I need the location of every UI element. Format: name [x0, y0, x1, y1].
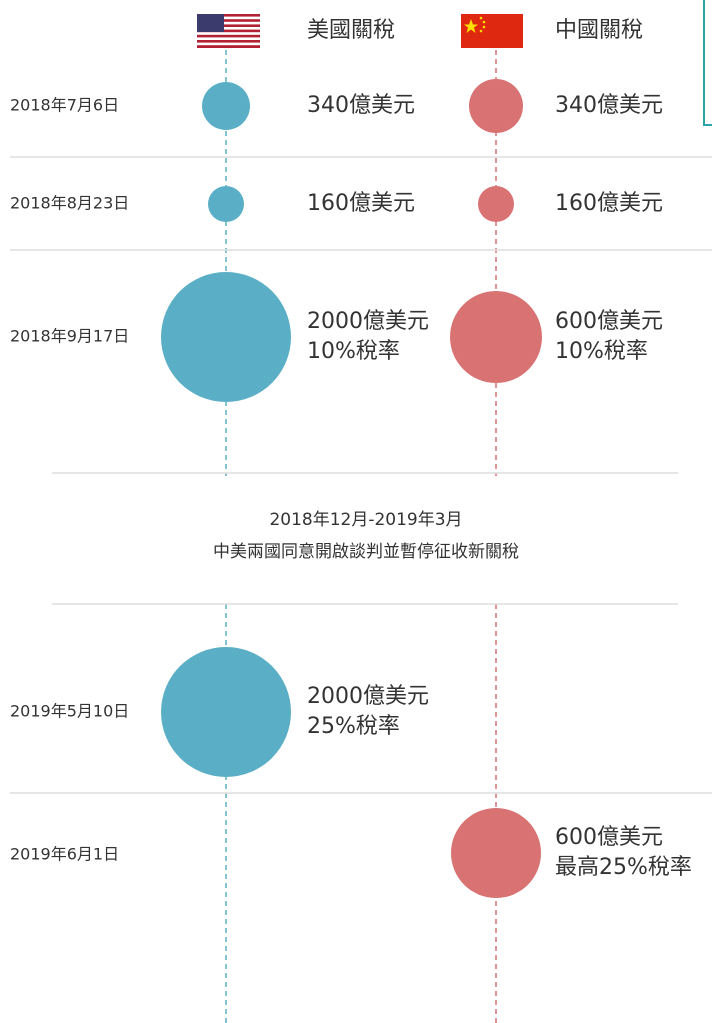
cn-flag [461, 14, 523, 48]
us-bubble [161, 272, 291, 402]
date: 2019年5月10日 [10, 702, 129, 721]
cn-label: 10%稅率 [555, 339, 648, 364]
cn-label: 最高25%稅率 [555, 855, 692, 880]
cn-label: 600億美元 [555, 309, 663, 334]
us-bubble [208, 186, 244, 222]
us-label: 160億美元 [307, 191, 415, 216]
us-flag [197, 14, 260, 48]
date: 2018年9月17日 [10, 327, 129, 346]
cn-label: 600億美元 [555, 825, 663, 850]
cn-header: 中國關稅 [555, 18, 643, 43]
us-label: 2000億美元 [307, 684, 429, 709]
us-label: 10%稅率 [307, 339, 400, 364]
date: 2019年6月1日 [10, 845, 119, 864]
cn-bubble [469, 79, 523, 133]
us-label: 2000億美元 [307, 309, 429, 334]
cn-bubble [478, 186, 514, 222]
cn-label: 160億美元 [555, 191, 663, 216]
us-header: 美國關稅 [307, 18, 395, 43]
side-box [703, 0, 712, 126]
us-bubble [161, 647, 291, 777]
middle-note: 中美兩國同意開啟談判並暫停征收新關稅 [213, 542, 519, 562]
us-label: 340億美元 [307, 93, 415, 118]
us-label: 25%稅率 [307, 714, 400, 739]
date: 2018年7月6日 [10, 96, 119, 115]
us-bubble [202, 82, 250, 130]
cn-bubble [451, 808, 541, 898]
cn-bubble [450, 291, 542, 383]
middle-period: 2018年12月-2019年3月 [269, 510, 462, 530]
cn-label: 340億美元 [555, 93, 663, 118]
date: 2018年8月23日 [10, 194, 129, 213]
